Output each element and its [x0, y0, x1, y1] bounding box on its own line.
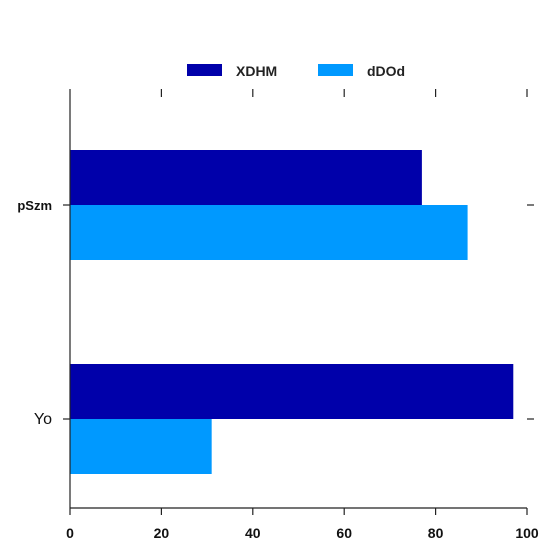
y-category-label: Yo [34, 411, 52, 428]
x-tick-label: 60 [336, 525, 352, 541]
x-tick-label: 20 [154, 525, 170, 541]
legend-label: XDHM [236, 63, 277, 79]
bar-XDHM-Yo [70, 364, 514, 419]
x-tick-label: 0 [66, 525, 74, 541]
x-tick-label: 80 [428, 525, 444, 541]
bar-dDOd-pSzm [70, 205, 468, 260]
x-tick-label: 100 [515, 525, 539, 541]
y-category-label: pSzm [17, 198, 52, 213]
bar-XDHM-pSzm [70, 150, 422, 205]
legend-label: dDOd [367, 63, 405, 79]
bar-dDOd-Yo [70, 419, 212, 474]
bars-group [70, 150, 514, 474]
axes-group: 0 20 40 60 80 100 pSzm Yo [17, 89, 539, 541]
x-tick-label: 40 [245, 525, 261, 541]
legend-swatch-dDOd [318, 64, 353, 76]
legend-swatch-XDHM [187, 64, 222, 76]
chart-legend: XDHM dDOd [187, 63, 405, 79]
